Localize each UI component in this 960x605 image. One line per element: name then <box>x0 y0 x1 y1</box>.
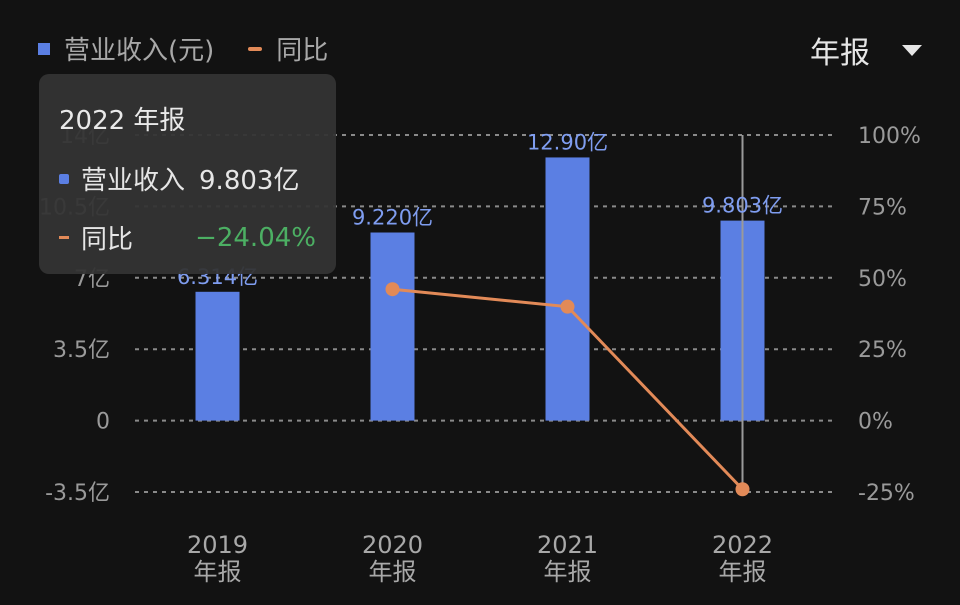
yoy-legend-label[interactable]: 同比 <box>276 36 329 66</box>
revenue-bar-label: 9.803亿 <box>702 194 783 218</box>
revenue-bar[interactable] <box>370 232 415 421</box>
x-tick-label: 2022 <box>712 531 773 559</box>
x-tick-label: 2021 <box>537 531 598 559</box>
revenue-bar-label: 12.90亿 <box>527 130 608 154</box>
period-selector[interactable]: 年报 <box>810 28 922 72</box>
x-tick-sublabel: 年报 <box>719 558 767 586</box>
tooltip-revenue-value: 9.803亿 <box>199 166 300 196</box>
y-right-tick-label: 0% <box>858 410 893 435</box>
tooltip-yoy-value: −24.04% <box>195 222 316 253</box>
y-right-tick-label: 75% <box>858 195 907 220</box>
yoy-line <box>385 282 750 497</box>
tooltip-revenue-row: 营业收入 9.803亿 <box>59 160 316 197</box>
y-right-tick-label: -25% <box>858 481 915 506</box>
y-left-tick-label: 0 <box>96 410 110 435</box>
caret-down-icon[interactable] <box>902 44 922 56</box>
revenue-legend-label[interactable]: 营业收入(元) <box>64 36 215 66</box>
legend: 营业收入(元) 同比 <box>38 30 328 67</box>
tooltip-yoy-marker <box>59 236 69 239</box>
yoy-point[interactable] <box>735 482 750 497</box>
yoy-legend-marker <box>248 46 263 51</box>
tooltip-revenue-label: 营业收入 <box>81 166 186 196</box>
tooltip-revenue-marker <box>59 173 69 184</box>
y-left-tick-label: -3.5亿 <box>45 481 110 506</box>
revenue-legend-marker <box>38 42 50 55</box>
period-selector-label[interactable]: 年报 <box>810 36 870 71</box>
x-tick-sublabel: 年报 <box>194 558 242 586</box>
revenue-bar-label: 9.220亿 <box>352 206 433 230</box>
yoy-point[interactable] <box>560 299 575 314</box>
y-right-tick-label: 25% <box>858 338 907 363</box>
tooltip: 2022 年报 营业收入 9.803亿 同比 −24.04% <box>39 74 336 274</box>
y-right-tick-label: 100% <box>858 124 921 149</box>
y-left-tick-label: 3.5亿 <box>53 338 110 363</box>
tooltip-yoy-row: 同比 −24.04% <box>59 219 316 256</box>
tooltip-title: 2022 年报 <box>59 106 186 136</box>
tooltip-yoy-label: 同比 <box>81 225 134 255</box>
y-right-tick-label: 50% <box>858 267 907 292</box>
x-tick-label: 2020 <box>362 531 423 559</box>
y-axis-right: -25% 0% 25% 50% 75% 100% <box>858 124 921 506</box>
x-tick-label: 2019 <box>187 531 248 559</box>
revenue-bar[interactable] <box>195 291 240 421</box>
revenue-bar[interactable] <box>545 157 590 421</box>
x-tick-sublabel: 年报 <box>369 558 417 586</box>
x-tick-sublabel: 年报 <box>544 558 592 586</box>
yoy-point[interactable] <box>385 282 400 297</box>
